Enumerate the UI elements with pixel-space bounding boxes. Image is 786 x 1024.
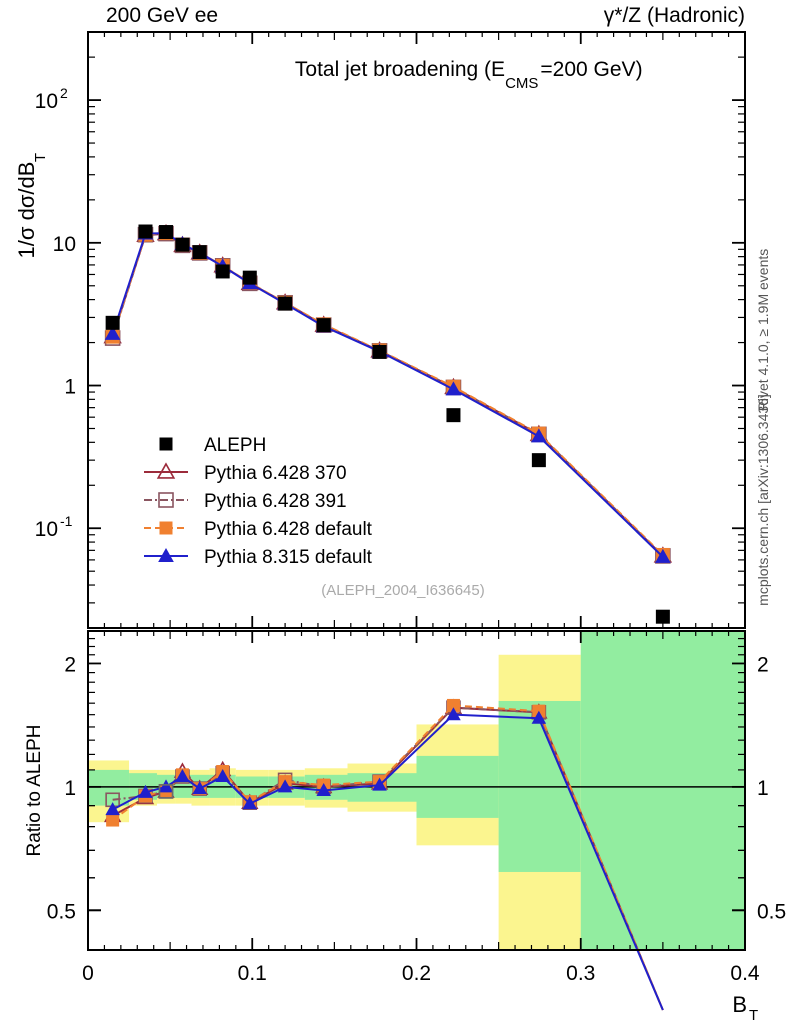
- data-marker: [531, 710, 547, 724]
- data-marker: [446, 408, 461, 423]
- y-tick-label-1: 10: [53, 233, 76, 256]
- main-line-Pythia-8-315-default: [111, 232, 664, 558]
- data-marker: [106, 813, 120, 827]
- data-marker: [316, 782, 331, 796]
- data-marker: [316, 318, 331, 333]
- ratio-y-tick-label-2: 0.5: [47, 900, 76, 923]
- data-marker: [446, 698, 460, 712]
- data-marker: [215, 264, 230, 279]
- ratio-y-tick-label-right-1: 1: [757, 777, 769, 800]
- data-marker: [192, 781, 207, 795]
- ratio-y-tick-label-1: 1: [64, 777, 76, 800]
- data-marker: [655, 548, 671, 563]
- data-marker: [159, 225, 174, 240]
- x-tick-label-1: 0.1: [238, 962, 267, 985]
- ratio-band-inner-12: [580, 631, 745, 950]
- x-tick-label-4: 0.4: [730, 962, 760, 985]
- data-marker: [158, 779, 174, 793]
- data-marker: [158, 784, 174, 799]
- data-marker: [242, 796, 258, 810]
- side-label-mcplots: mcplots.cern.ch [arXiv:1306.3436]: [755, 394, 771, 606]
- x-tick-label-3: 0.3: [566, 962, 595, 985]
- analysis-watermark: (ALEPH_2004_I636645): [321, 582, 484, 599]
- data-marker: [278, 296, 293, 311]
- main-y-axis-label-sub: T: [32, 153, 49, 162]
- data-marker: [158, 492, 174, 508]
- legend-label-4: Pythia 8.315 default: [204, 547, 373, 568]
- data-marker: [277, 779, 293, 793]
- y-tick-label-2: 1: [64, 376, 76, 399]
- header-left-label: 200 GeV ee: [106, 4, 218, 27]
- main-title-tail: =200 GeV): [540, 58, 642, 81]
- x-axis-label: B: [732, 992, 747, 1017]
- header-right-label: γ*/Z (Hadronic): [604, 4, 745, 27]
- data-marker: [655, 609, 670, 624]
- ratio-y-tick-label-0: 2: [64, 653, 76, 676]
- data-marker: [531, 428, 547, 443]
- main-title-subscript: CMS: [505, 75, 538, 92]
- data-marker: [175, 237, 190, 252]
- ratio-y-tick-label-right-2: 0.5: [757, 900, 786, 923]
- data-marker: [138, 784, 153, 798]
- data-marker: [215, 769, 230, 783]
- data-marker: [531, 453, 546, 468]
- ratio-y-tick-label-right-0: 2: [757, 653, 769, 676]
- main-line-Pythia-6-428-370: [111, 232, 664, 557]
- main-title: Total jet broadening (E: [295, 58, 505, 81]
- data-marker: [242, 270, 257, 285]
- legend-label-2: Pythia 6.428 391: [204, 491, 347, 512]
- data-marker: [372, 344, 387, 359]
- data-marker: [446, 707, 461, 721]
- x-axis-label-sub: T: [749, 1007, 758, 1024]
- data-marker: [138, 224, 153, 239]
- main-line-Pythia-6-428-default: [111, 232, 664, 556]
- data-marker: [372, 777, 387, 791]
- legend-label-1: Pythia 6.428 370: [204, 463, 347, 484]
- y-tick-label-0: 10: [35, 90, 58, 113]
- legend-label-3: Pythia 6.428 default: [204, 519, 373, 540]
- y-tick-label-3: 10: [35, 518, 58, 541]
- data-marker: [159, 521, 173, 535]
- side-label-rivet: Rivet 4.1.0, ≥ 1.9M events: [755, 249, 771, 412]
- main-y-axis-label: 1/σ dσ/dB: [14, 162, 39, 259]
- legend-label-0: ALEPH: [204, 435, 266, 456]
- data-marker: [105, 802, 120, 816]
- x-tick-label-0: 0: [82, 962, 94, 985]
- main-line-Pythia-6-428-391: [111, 232, 664, 557]
- data-marker: [158, 547, 174, 562]
- y-tick-label-exp-3: -1: [60, 513, 73, 529]
- data-marker: [159, 437, 173, 451]
- data-marker: [445, 381, 462, 396]
- ratio-y-axis-label: Ratio to ALEPH: [24, 724, 45, 856]
- data-marker: [192, 245, 207, 260]
- data-marker: [156, 462, 176, 479]
- data-marker: [105, 315, 120, 330]
- data-marker: [175, 769, 190, 783]
- y-tick-label-exp-0: 2: [60, 85, 68, 101]
- x-tick-label-2: 0.2: [402, 962, 431, 985]
- data-marker: [104, 325, 121, 340]
